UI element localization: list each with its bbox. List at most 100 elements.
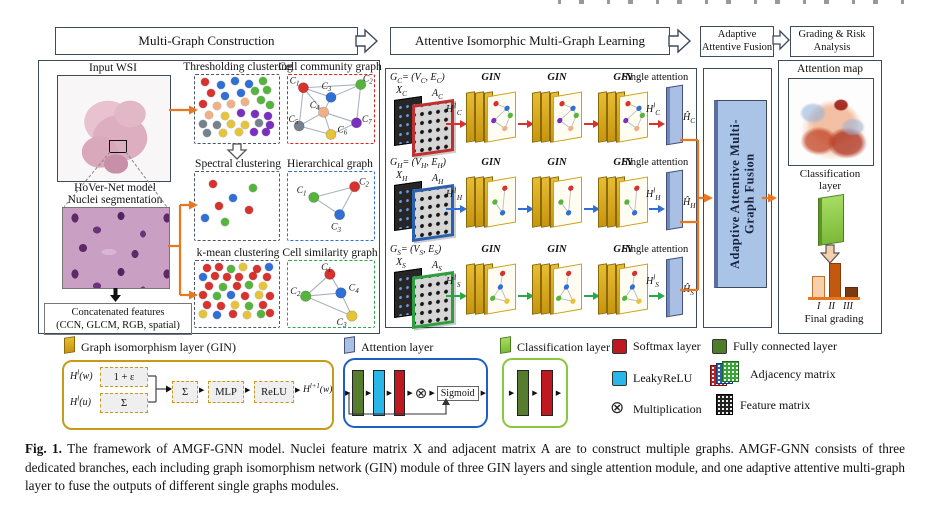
cell-dot xyxy=(227,120,235,128)
grade-bar-I xyxy=(812,276,825,298)
kmean-cluster-box xyxy=(194,260,280,328)
gin-mini-graph-svg xyxy=(492,185,508,216)
gin-label: GIN xyxy=(547,157,567,168)
cell-dot xyxy=(253,265,261,273)
graph-node-label: C4 xyxy=(349,283,360,295)
branch-graph-equation: GS= (VS, ES) xyxy=(390,244,442,257)
cell-dot xyxy=(215,263,223,271)
x-matrix-label: XS xyxy=(396,257,406,270)
cell-dot xyxy=(227,265,235,273)
gin-mini-graph-svg xyxy=(491,100,513,132)
cell-dot xyxy=(266,309,274,317)
cell-dot xyxy=(264,112,272,120)
classification-legend-title-text: Classification layer xyxy=(517,340,610,354)
branch-arrow xyxy=(649,123,658,126)
cell-dot xyxy=(257,96,265,104)
graph-node xyxy=(349,181,361,193)
fully-connected-swatch xyxy=(712,339,727,354)
graph-node-label: C7 xyxy=(362,114,372,126)
softmax-swatch xyxy=(612,339,627,354)
gin-stack: GIN xyxy=(466,244,516,322)
a-matrix-label: AC xyxy=(432,88,443,101)
gin-label: GIN xyxy=(547,72,567,83)
fully-connected-bar xyxy=(352,370,364,416)
concat-line2: (CCN, GLCM, RGB, spatial) xyxy=(56,320,180,332)
classification-layer-label-line2: layer xyxy=(819,180,841,192)
graph-node-label: C4 xyxy=(310,100,320,112)
cell-dot xyxy=(257,310,265,318)
gin-legend-title-text: Graph isomorphism layer (GIN) xyxy=(81,340,236,354)
h-out-label: HlS xyxy=(646,273,659,289)
graph-node xyxy=(335,287,347,299)
legend-arrow-icon: ▶ xyxy=(480,389,486,397)
graph-node xyxy=(355,79,367,90)
cell-dot xyxy=(201,214,209,222)
gin-legend-box xyxy=(62,360,334,430)
gin-stack: GIN xyxy=(466,157,516,235)
cell-similarity-graph-label: Cell similarity graph xyxy=(282,247,378,259)
attention-map-label: Attention map xyxy=(796,63,864,75)
branch-arrow xyxy=(584,208,593,211)
gin-label: GIN xyxy=(547,244,567,255)
h-hat-label: ĤC xyxy=(683,112,696,125)
cell-dot xyxy=(227,100,235,108)
gin-stack: GIN xyxy=(532,72,582,150)
feature-matrix-icon xyxy=(716,394,733,415)
cell-dot xyxy=(227,291,235,299)
cell-dot xyxy=(266,101,274,109)
caption-tag: Fig. 1. xyxy=(25,441,62,456)
cell-dot xyxy=(211,272,219,280)
gin-label: GIN xyxy=(613,157,633,168)
gin-stack: GIN xyxy=(598,244,648,322)
single-attention-bar xyxy=(666,169,683,231)
cell-dot xyxy=(241,98,249,106)
gin-input-w: Hl(w) xyxy=(70,368,93,382)
graph-node xyxy=(325,91,337,103)
gin-mini-graph xyxy=(487,263,516,315)
stage-header-label: Adaptive Attentive Fusion xyxy=(701,29,773,53)
graph-node-label: C1 xyxy=(321,262,331,274)
cell-dot xyxy=(235,273,243,281)
cell-dot xyxy=(213,102,221,110)
branch-arrow xyxy=(446,123,460,126)
legend-arrow-icon: ▶ xyxy=(199,386,205,394)
hovernet-label-line2: Nuclei segmentation xyxy=(67,194,163,206)
graph-node xyxy=(351,117,362,129)
branch-arrow xyxy=(649,295,658,298)
nuclei-segmentation-image xyxy=(62,207,170,289)
h-in-label: H1S xyxy=(446,273,461,289)
cell-dot xyxy=(213,311,221,319)
branch-arrow xyxy=(584,295,593,298)
gin-mlp-box: MLP xyxy=(208,381,244,403)
graph-node xyxy=(318,106,329,118)
hierarchical-graph-label: Hierarchical graph xyxy=(287,158,373,170)
stage-header-learning: Attentive Isomorphic Multi-Graph Learnin… xyxy=(390,27,670,55)
classification-legend-title: Classification layer xyxy=(500,336,610,355)
gin-stack: GIN xyxy=(532,157,582,235)
legend-arrow-icon: ▶ xyxy=(429,389,435,397)
cell-dot xyxy=(255,119,263,127)
legend-arrow-icon: ▶ xyxy=(295,386,301,394)
thresholding-cluster-box xyxy=(194,74,280,144)
final-grading-label: Final grading xyxy=(804,313,864,325)
cell-community-graph-box: C1 C2 C3 C4 C5 C6 C7 xyxy=(287,73,375,144)
gin-stack: GIN xyxy=(598,157,648,235)
cell-dot xyxy=(251,110,259,118)
legend-arrow-icon: ▶ xyxy=(508,389,515,397)
adaptive-fusion-label: Adaptive Attentive Multi-Graph Fusion xyxy=(727,119,756,269)
concat-line1: Concatenated features xyxy=(71,307,165,318)
cell-dot xyxy=(239,263,247,271)
cell-dot xyxy=(223,273,231,281)
stage-header-construction: Multi-Graph Construction xyxy=(55,27,358,55)
cell-dot xyxy=(259,301,267,309)
single-attention-label: Single attention xyxy=(622,244,689,255)
gin-label: GIN xyxy=(613,72,633,83)
cell-dot xyxy=(229,194,237,202)
graph-node-label: C1 xyxy=(290,76,300,88)
branch-arrow xyxy=(518,295,527,298)
sigmoid-box: Sigmoid xyxy=(436,385,479,401)
classification-layer-icon xyxy=(500,336,511,354)
cell-community-graph-label: Cell community graph xyxy=(278,61,382,73)
